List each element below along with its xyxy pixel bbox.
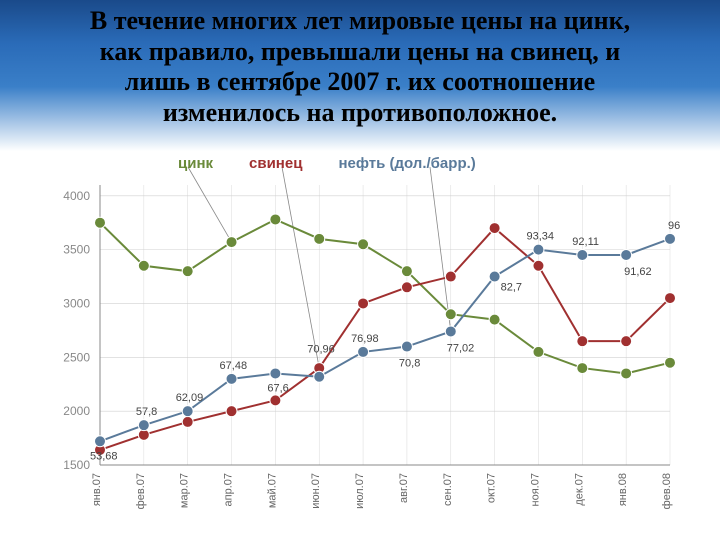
data-label: 91,62 <box>624 266 652 278</box>
marker-oil <box>621 250 632 261</box>
marker-oil <box>95 436 106 447</box>
marker-lead <box>445 271 456 282</box>
marker-lead <box>270 395 281 406</box>
title-line: как правило, превышали цены на свинец, и <box>30 37 690 68</box>
data-label: 67,6 <box>267 382 288 394</box>
data-label: 77,02 <box>447 342 475 354</box>
x-tick: мар.07 <box>179 473 191 508</box>
marker-oil <box>489 271 500 282</box>
x-tick: фев.07 <box>135 473 147 509</box>
marker-lead <box>489 223 500 234</box>
data-label: 70,96 <box>307 344 335 356</box>
y-tick: 1500 <box>63 458 90 472</box>
x-tick: июл.07 <box>354 473 366 509</box>
marker-lead <box>621 336 632 347</box>
marker-zinc <box>270 214 281 225</box>
marker-zinc <box>401 266 412 277</box>
data-label: 62,09 <box>176 392 204 404</box>
legend: цинк свинец нефть (дол./барр.) <box>160 155 494 173</box>
marker-oil <box>401 341 412 352</box>
x-tick: сен.07 <box>442 473 454 506</box>
data-label: 93,34 <box>526 231 554 243</box>
marker-zinc <box>138 260 149 271</box>
y-tick: 2000 <box>63 404 90 418</box>
x-tick: янв.08 <box>617 473 629 506</box>
marker-oil <box>665 233 676 244</box>
line-chart: 1500 2000 2500 3000 3500 4000 янв.07 фев.07 мар.… <box>40 155 680 525</box>
x-tick: ноя.07 <box>529 473 541 506</box>
marker-oil <box>314 371 325 382</box>
marker-oil <box>358 346 369 357</box>
marker-zinc <box>95 217 106 228</box>
y-tick: 3000 <box>63 296 90 310</box>
x-tick: фев.08 <box>661 473 673 509</box>
title-line: изменилось на противоположное. <box>30 98 690 129</box>
data-label: 96,8 <box>668 220 680 232</box>
legend-item-zinc: цинк <box>178 155 213 172</box>
x-tick: окт.07 <box>486 473 498 503</box>
data-label: 92,11 <box>572 236 599 248</box>
marker-lead <box>226 406 237 417</box>
marker-zinc <box>665 357 676 368</box>
marker-oil <box>445 326 456 337</box>
data-label: 57,8 <box>136 406 157 418</box>
marker-lead <box>533 260 544 271</box>
marker-zinc <box>577 363 588 374</box>
x-tick: дек.07 <box>573 473 585 506</box>
data-label: 82,7 <box>501 282 522 294</box>
marker-zinc <box>358 239 369 250</box>
marker-oil <box>270 368 281 379</box>
data-label: 76,98 <box>351 333 379 345</box>
x-tick: янв.07 <box>91 473 103 506</box>
data-label: 53,68 <box>90 450 118 462</box>
marker-zinc <box>445 309 456 320</box>
marker-lead <box>401 282 412 293</box>
x-tick: апр.07 <box>223 473 235 506</box>
marker-oil <box>138 420 149 431</box>
marker-zinc <box>489 314 500 325</box>
marker-oil <box>577 250 588 261</box>
data-label: 70,8 <box>399 358 420 370</box>
x-tick: май.07 <box>266 473 278 508</box>
title-line: В течение многих лет мировые цены на цин… <box>30 6 690 37</box>
legend-item-oil: нефть (дол./барр.) <box>338 155 475 172</box>
slide-title: В течение многих лет мировые цены на цин… <box>30 6 690 129</box>
y-tick: 4000 <box>63 189 90 203</box>
legend-item-lead: свинец <box>249 155 302 172</box>
x-tick: июн.07 <box>310 473 322 509</box>
marker-zinc <box>533 346 544 357</box>
data-label: 67,48 <box>220 360 248 372</box>
marker-oil <box>182 406 193 417</box>
marker-zinc <box>182 266 193 277</box>
marker-zinc <box>621 368 632 379</box>
marker-zinc <box>314 233 325 244</box>
marker-lead <box>358 298 369 309</box>
y-tick: 3500 <box>63 243 90 257</box>
marker-lead <box>665 293 676 304</box>
y-tick: 2500 <box>63 350 90 364</box>
marker-oil <box>226 373 237 384</box>
marker-lead <box>182 416 193 427</box>
chart-container: цинк свинец нефть (дол./барр.) 1500 2000 250… <box>40 155 680 525</box>
title-line: лишь в сентябре 2007 г. их соотношение <box>30 67 690 98</box>
marker-zinc <box>226 237 237 248</box>
x-tick: авг.07 <box>398 473 410 503</box>
marker-oil <box>533 244 544 255</box>
marker-lead <box>577 336 588 347</box>
slide: В течение многих лет мировые цены на цин… <box>0 0 720 540</box>
